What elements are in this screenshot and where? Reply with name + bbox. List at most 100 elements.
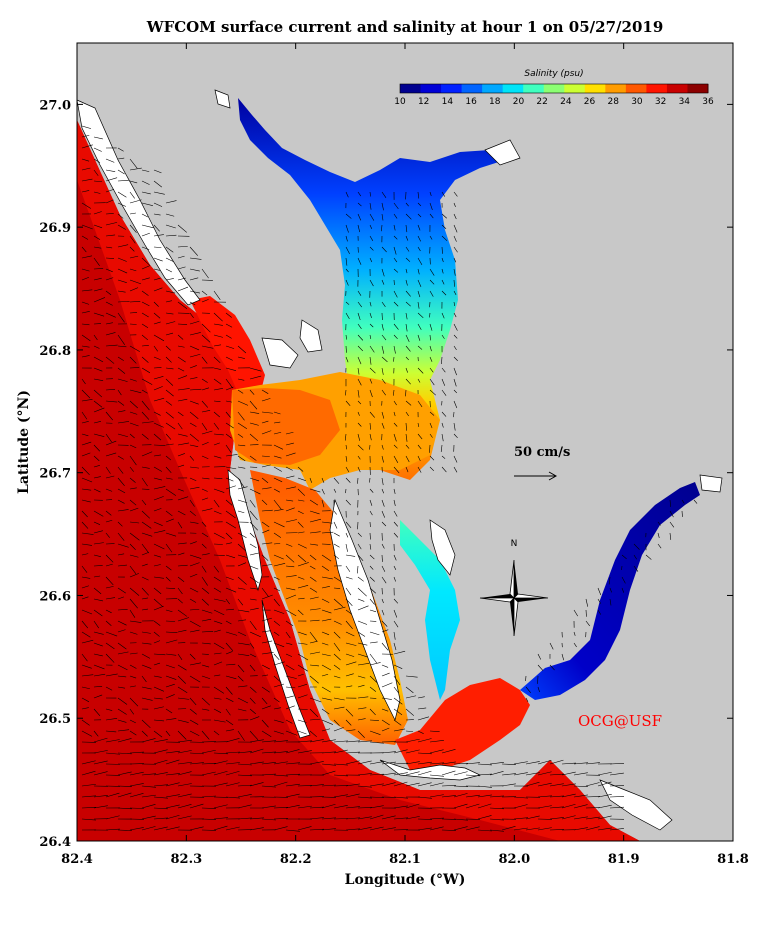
current-vector bbox=[321, 653, 331, 657]
current-vector bbox=[285, 829, 300, 832]
current-vector bbox=[201, 334, 211, 343]
velocity-scale-label: 50 cm/s bbox=[514, 445, 570, 460]
current-vector bbox=[177, 598, 183, 604]
current-vector bbox=[297, 554, 307, 563]
current-vector bbox=[237, 510, 245, 514]
current-vector bbox=[93, 587, 102, 595]
current-vector bbox=[549, 773, 564, 776]
current-vector bbox=[357, 785, 372, 788]
current-vector bbox=[309, 640, 318, 644]
current-vector bbox=[381, 411, 385, 419]
current-vector bbox=[141, 345, 149, 347]
current-vector bbox=[153, 697, 163, 700]
current-vector bbox=[93, 257, 100, 267]
current-vector bbox=[345, 466, 350, 473]
current-vector bbox=[117, 224, 126, 230]
current-vector bbox=[357, 740, 372, 743]
current-vector bbox=[93, 297, 106, 303]
current-vector bbox=[225, 323, 233, 328]
current-vector bbox=[405, 675, 418, 678]
current-vector bbox=[309, 806, 324, 809]
current-vector bbox=[201, 400, 209, 408]
current-vector bbox=[177, 521, 183, 529]
current-vector bbox=[285, 804, 300, 809]
current-vector bbox=[225, 751, 240, 754]
current-vector bbox=[369, 805, 384, 809]
colorbar-title: Salinity (psu) bbox=[524, 69, 583, 79]
current-vector bbox=[177, 356, 186, 363]
current-vector bbox=[393, 488, 396, 495]
current-vector bbox=[249, 422, 259, 426]
current-vector bbox=[141, 265, 151, 270]
current-vector bbox=[165, 477, 173, 480]
current-vector bbox=[261, 487, 272, 490]
current-vector bbox=[213, 686, 225, 694]
current-vector bbox=[201, 818, 217, 820]
current-vector bbox=[93, 169, 99, 176]
current-vector bbox=[177, 552, 185, 556]
current-vector bbox=[189, 629, 200, 633]
current-vector bbox=[381, 345, 385, 354]
current-vector bbox=[441, 312, 445, 319]
current-vector bbox=[549, 664, 555, 671]
current-vector bbox=[405, 433, 408, 442]
current-vector bbox=[93, 235, 101, 240]
current-vector bbox=[153, 202, 163, 207]
current-vector bbox=[297, 750, 312, 754]
current-vector bbox=[357, 707, 367, 710]
current-vector bbox=[429, 749, 444, 754]
current-vector bbox=[141, 773, 156, 776]
current-vector bbox=[117, 257, 127, 262]
current-vector bbox=[153, 496, 164, 501]
current-vector bbox=[153, 706, 164, 710]
current-vector bbox=[117, 147, 124, 152]
current-vector bbox=[213, 598, 226, 602]
current-vector bbox=[117, 244, 129, 248]
current-vector bbox=[608, 576, 611, 585]
current-vector bbox=[297, 719, 307, 723]
current-vector bbox=[345, 499, 351, 506]
current-vector bbox=[93, 554, 101, 557]
current-vector bbox=[177, 488, 184, 492]
current-vector bbox=[417, 730, 424, 734]
current-vector bbox=[321, 770, 336, 776]
current-vector bbox=[201, 268, 209, 279]
current-vector bbox=[357, 301, 363, 308]
current-vector bbox=[297, 576, 305, 580]
current-vector bbox=[369, 598, 375, 605]
current-vector bbox=[93, 631, 104, 635]
current-vector bbox=[93, 367, 103, 372]
current-vector bbox=[465, 818, 480, 820]
current-vector bbox=[417, 796, 432, 799]
current-vector bbox=[621, 554, 627, 560]
current-vector bbox=[561, 803, 576, 809]
current-vector bbox=[345, 631, 355, 637]
current-vector bbox=[225, 598, 230, 605]
current-vector bbox=[345, 301, 350, 305]
current-vector bbox=[237, 455, 246, 462]
current-vector bbox=[381, 191, 387, 199]
current-vector bbox=[273, 543, 281, 545]
current-vector bbox=[189, 499, 195, 507]
current-vector bbox=[429, 422, 433, 429]
current-vector bbox=[261, 411, 273, 414]
current-vector bbox=[249, 587, 259, 590]
current-vector bbox=[81, 235, 89, 240]
current-vector bbox=[153, 466, 163, 472]
current-vector bbox=[369, 730, 381, 735]
current-vector bbox=[453, 455, 458, 463]
current-vector bbox=[177, 653, 183, 660]
current-vector bbox=[597, 794, 612, 798]
current-vector bbox=[441, 389, 447, 396]
island-2 bbox=[299, 319, 323, 353]
current-vector bbox=[285, 431, 294, 435]
current-vector bbox=[93, 760, 108, 765]
current-vector bbox=[213, 422, 220, 430]
current-vector bbox=[441, 784, 456, 787]
current-vector bbox=[141, 719, 151, 729]
current-vector bbox=[429, 817, 444, 820]
current-vector bbox=[141, 389, 148, 394]
current-vector bbox=[225, 620, 232, 625]
current-vector bbox=[81, 565, 88, 573]
current-vector bbox=[453, 323, 458, 331]
